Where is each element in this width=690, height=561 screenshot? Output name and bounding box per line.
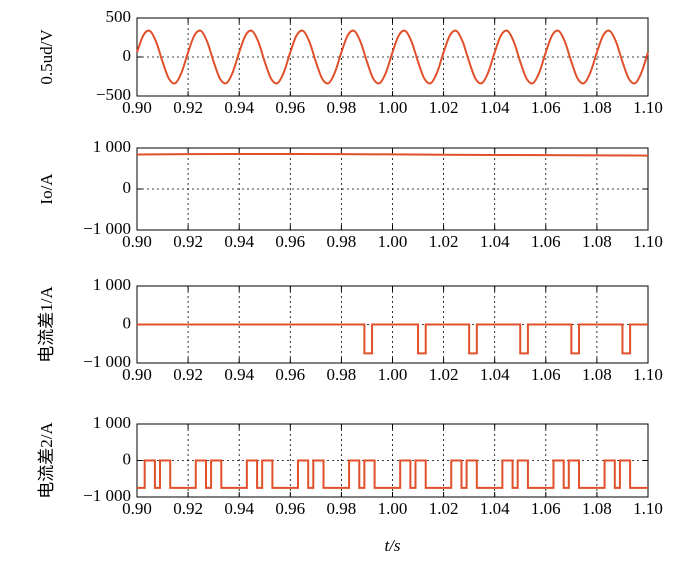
- x-tick-label: 1.06: [531, 365, 561, 384]
- x-tick-label: 1.08: [582, 98, 612, 117]
- x-tick-label: 1.10: [633, 365, 663, 384]
- x-axis-label: t/s: [384, 536, 400, 555]
- y-tick-label: −1 000: [83, 219, 131, 238]
- x-tick-label: 1.08: [582, 365, 612, 384]
- plot-frame: [136, 423, 649, 498]
- x-tick-label: 1.02: [429, 232, 459, 251]
- y-tick-label: −1 000: [83, 486, 131, 505]
- x-tick-label: 0.98: [327, 365, 357, 384]
- x-tick-label: 1.02: [429, 365, 459, 384]
- x-tick-label: 1.00: [378, 98, 408, 117]
- y-tick-label: 0: [123, 46, 132, 65]
- x-tick-label: 0.92: [173, 365, 203, 384]
- x-tick-label: 1.00: [378, 499, 408, 518]
- x-tick-label: 0.94: [224, 499, 254, 518]
- y-tick-label: 0: [123, 313, 132, 332]
- y-axis-label: 0.5ud/V: [37, 29, 56, 85]
- data-line: [137, 323, 648, 355]
- x-tick-label: 1.02: [429, 98, 459, 117]
- x-tick-label: 0.96: [275, 499, 305, 518]
- x-tick-label: 0.98: [327, 98, 357, 117]
- x-tick-label: 0.90: [122, 365, 152, 384]
- x-tick-label: 0.92: [173, 98, 203, 117]
- data-line: [136, 152, 649, 157]
- panel: 0.90 0.92 0.94 0.96 0.98 1.00 1.02 1.04 1.06 1.08…: [37, 137, 663, 251]
- x-tick-label: 1.10: [633, 499, 663, 518]
- y-tick-label: −500: [96, 85, 131, 104]
- x-tick-label: 0.92: [173, 499, 203, 518]
- y-axis-label: 电流差1/A: [37, 286, 56, 363]
- x-tick-label: 1.02: [429, 499, 459, 518]
- x-tick-label: 1.08: [582, 232, 612, 251]
- y-tick-label: −1 000: [83, 352, 131, 371]
- x-tick-label: 0.96: [275, 232, 305, 251]
- panel: 0.90 0.92 0.94 0.96 0.98 1.00 1.02 1.04 1.06 1.08…: [37, 275, 663, 384]
- y-tick-label: 1 000: [93, 137, 131, 156]
- y-tick-label: 500: [106, 7, 132, 26]
- x-tick-label: 1.10: [633, 98, 663, 117]
- x-tick-label: 0.90: [122, 499, 152, 518]
- x-tick-label: 0.90: [122, 232, 152, 251]
- x-tick-label: 1.04: [480, 499, 510, 518]
- x-tick-label: 1.00: [378, 232, 408, 251]
- x-tick-label: 0.98: [327, 232, 357, 251]
- y-tick-label: 1 000: [93, 275, 131, 294]
- x-tick-label: 1.06: [531, 499, 561, 518]
- y-axis-label: 电流差2/A: [37, 422, 56, 499]
- data-line: [136, 29, 649, 85]
- y-axis-label: Io/A: [37, 173, 56, 205]
- x-tick-label: 1.04: [480, 365, 510, 384]
- x-tick-label: 1.10: [633, 232, 663, 251]
- x-tick-label: 1.08: [582, 499, 612, 518]
- x-tick-label: 0.94: [224, 232, 254, 251]
- x-tick-label: 0.94: [224, 98, 254, 117]
- x-tick-label: 0.92: [173, 232, 203, 251]
- data-line: [137, 459, 648, 489]
- x-tick-label: 0.96: [275, 365, 305, 384]
- x-tick-label: 1.06: [531, 232, 561, 251]
- plot-frame: [136, 147, 649, 231]
- x-tick-label: 0.96: [275, 98, 305, 117]
- plot-frame: [136, 17, 649, 97]
- x-tick-label: 1.06: [531, 98, 561, 117]
- x-tick-label: 0.98: [327, 499, 357, 518]
- x-tick-label: 0.94: [224, 365, 254, 384]
- panel: 0.90 0.92 0.94 0.96 0.98 1.00 1.02 1.04 1.06 1.08…: [37, 7, 663, 117]
- x-tick-label: 1.00: [378, 365, 408, 384]
- x-tick-label: 1.04: [480, 98, 510, 117]
- y-tick-label: 1 000: [93, 413, 131, 432]
- y-tick-label: 0: [123, 449, 132, 468]
- x-tick-label: 0.90: [122, 98, 152, 117]
- y-tick-label: 0: [123, 178, 132, 197]
- x-tick-label: 1.04: [480, 232, 510, 251]
- panel: 0.90 0.92 0.94 0.96 0.98 1.00 1.02 1.04 1.06 1.08…: [37, 413, 663, 555]
